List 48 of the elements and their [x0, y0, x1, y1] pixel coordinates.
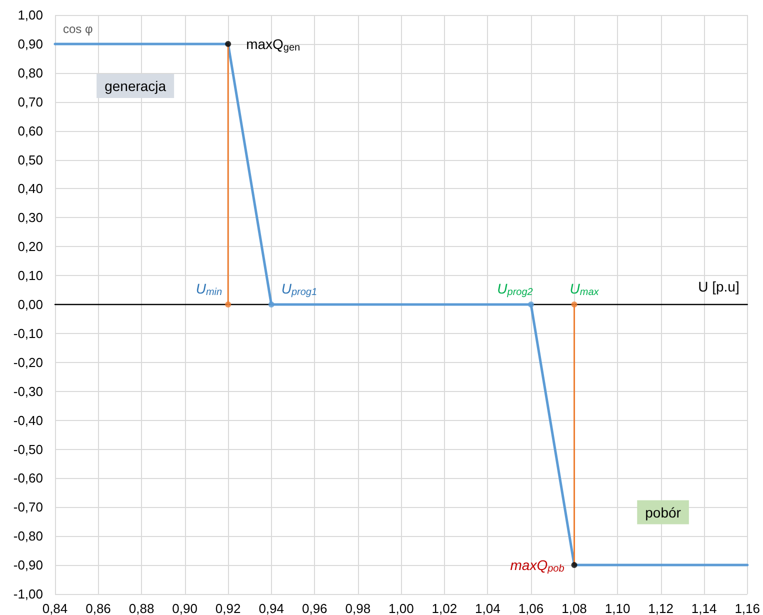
point [571, 302, 578, 308]
x-tick-label: 1,12 [648, 601, 674, 615]
point [225, 302, 232, 308]
y-tick-label: 0,30 [18, 210, 43, 226]
annotation: pobór [645, 504, 682, 520]
x-tick-label: 0,92 [215, 601, 241, 615]
x-tick-label: 0,88 [128, 601, 154, 615]
x-tick-label: 0,96 [302, 601, 328, 615]
point [268, 302, 274, 308]
y-tick-label: 0,20 [18, 239, 43, 254]
y-tick-label: -0,40 [13, 412, 43, 428]
x-tick-label: 1,10 [604, 601, 630, 615]
y-tick-label: -0,30 [13, 384, 43, 399]
x-tick-label: 1,06 [518, 601, 544, 615]
y-tick-label: -0,60 [13, 470, 43, 486]
y-axis-title: cos φ [63, 22, 94, 36]
point [528, 302, 534, 308]
y-tick-label: -0,50 [13, 442, 43, 457]
y-tick-label: 0,50 [18, 152, 43, 168]
y-tick-label: -0,70 [13, 500, 43, 515]
annotation: generacja [104, 78, 166, 94]
x-tick-label: 1,16 [734, 601, 760, 615]
point [225, 40, 232, 47]
y-tick-label: 0,00 [18, 297, 43, 312]
y-tick-label: 0,60 [18, 123, 43, 138]
y-tick-label: -0,90 [13, 558, 43, 573]
y-tick-label: 0,70 [18, 94, 43, 110]
point [571, 562, 578, 568]
x-tick-label: 0,84 [42, 601, 68, 615]
x-axis-title: U [p.u] [698, 278, 740, 294]
y-tick-label: -0,80 [13, 528, 43, 544]
y-tick-label: 1,00 [18, 8, 43, 22]
x-tick-label: 0,86 [86, 601, 111, 615]
x-tick-label: 0,98 [345, 601, 371, 615]
y-tick-label: -0,10 [13, 326, 43, 341]
x-tick-label: 1,14 [691, 601, 717, 615]
y-tick-label: 0,80 [18, 65, 43, 80]
y-tick-label: 0,40 [18, 181, 43, 196]
y-tick-label: -1,00 [13, 586, 43, 602]
x-tick-label: 1,08 [562, 601, 587, 615]
x-tick-label: 0,90 [172, 601, 198, 615]
x-tick-label: 1,04 [475, 601, 500, 615]
y-tick-label: 0,10 [18, 268, 43, 284]
y-tick-label: -0,20 [13, 354, 43, 370]
x-tick-label: 0,94 [258, 601, 284, 615]
x-tick-label: 1,02 [432, 601, 458, 615]
x-tick-label: 1,00 [388, 601, 414, 615]
y-tick-label: 0,90 [18, 36, 43, 52]
